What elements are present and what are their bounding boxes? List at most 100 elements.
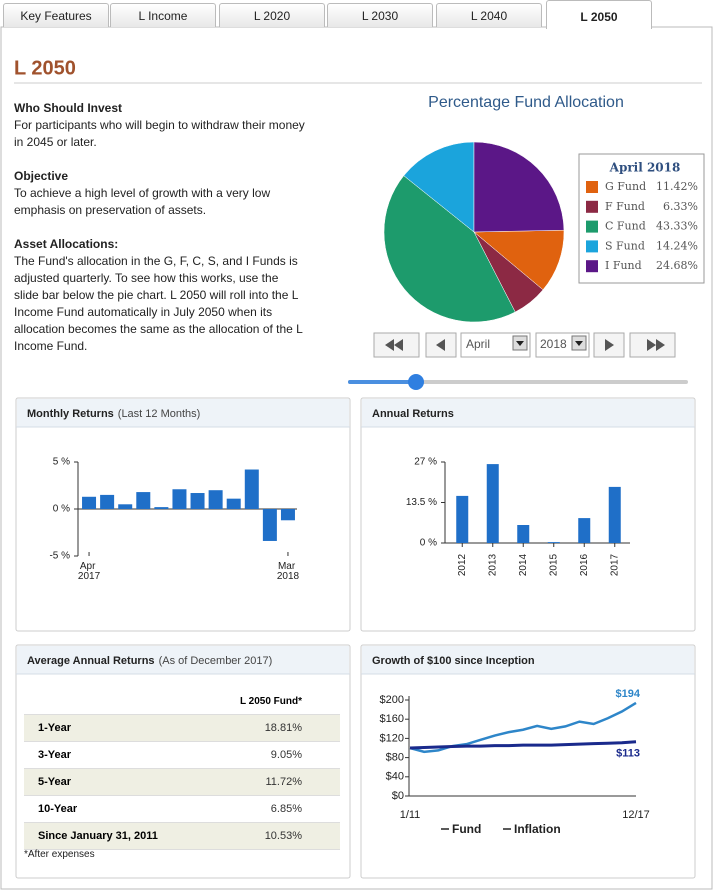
y-tick-label: $80 — [386, 752, 404, 764]
bar — [136, 492, 151, 509]
tab-active[interactable]: L 2050 — [546, 0, 652, 29]
pie-slice — [473, 229, 565, 291]
page-title: L 2050 — [14, 57, 76, 79]
nav-controls[interactable]: April 2018 — [373, 332, 676, 358]
legend-box — [578, 153, 705, 284]
table-cell: 6.85% — [270, 803, 302, 815]
panel — [15, 644, 351, 879]
label-line: Apr — [80, 561, 98, 572]
bar — [244, 469, 259, 509]
table-cell: 10.53% — [204, 822, 340, 850]
legend-swatch — [586, 260, 598, 273]
legend-label: Inflation — [514, 822, 561, 836]
header-cell — [24, 688, 205, 715]
table-cell: 18.81% — [204, 714, 340, 742]
pie-slice — [473, 141, 565, 233]
bar — [608, 486, 621, 543]
bar — [190, 493, 205, 509]
table-row: 5-Year 11.72% — [24, 768, 340, 796]
table-cell: 1-Year — [24, 714, 205, 742]
panel-title-main: Average Annual Returns — [27, 655, 155, 667]
panel-title: Average Annual Returns (As of December 20… — [27, 655, 272, 667]
bar — [208, 490, 223, 509]
bar — [262, 509, 277, 541]
table-row: 10-Year 6.85% — [24, 796, 340, 823]
section-text: The Fund's allocation in the G, F, C, S,… — [14, 254, 303, 353]
legend-label: C Fund — [605, 220, 646, 233]
panel — [360, 397, 696, 632]
panel-header — [17, 646, 349, 674]
y-tick-label: $40 — [386, 771, 404, 783]
legend-value: 6.33% — [663, 200, 698, 213]
section-heading: Objective — [14, 169, 69, 183]
slider-knob[interactable] — [408, 374, 424, 390]
legend-title: April 2018 — [609, 161, 681, 175]
tab[interactable]: Key Features — [3, 3, 109, 27]
panel-subtitle: (As of December 2017) — [159, 655, 273, 667]
section-heading: Who Should Invest — [14, 101, 122, 115]
section-heading: Asset Allocations: — [14, 237, 119, 251]
bar — [100, 494, 115, 509]
panel — [360, 644, 696, 879]
legend-value: 24.68% — [656, 259, 698, 272]
series-line — [409, 740, 637, 750]
table-row: 1-Year 18.81% — [24, 714, 340, 742]
panel-title: Growth of $100 since Inception — [372, 655, 535, 667]
icon — [436, 339, 445, 351]
x-tick-label: Mar 2018 — [277, 561, 300, 582]
panel-subtitle: (Last 12 Months) — [118, 408, 201, 420]
end-label: $113 — [616, 748, 640, 760]
legend-swatch — [586, 240, 598, 253]
panel-header — [17, 399, 349, 427]
table-row: 3-Year 9.05% — [24, 742, 340, 769]
table-cell: 5-Year — [24, 768, 205, 796]
table-cell: Since January 31, 2011 — [24, 822, 205, 850]
table-cell: 3-Year — [38, 749, 72, 761]
icon — [647, 339, 665, 351]
x-tick-label: 2015 — [548, 553, 559, 576]
y-tick-label: -5 % — [49, 551, 70, 562]
tab[interactable]: L 2040 — [436, 3, 542, 27]
table-row: Since January 31, 2011 10.53% — [24, 822, 340, 850]
legend-value: 14.24% — [656, 239, 698, 252]
y-tick-label: $200 — [380, 694, 404, 706]
month-value: April — [466, 337, 490, 351]
pie-slice — [403, 141, 475, 233]
tab[interactable]: L 2020 — [219, 3, 325, 27]
y-tick-label: 0 % — [53, 504, 70, 515]
x-tick-label: 2014 — [518, 553, 529, 576]
panel-title-main: Monthly Returns — [27, 408, 114, 420]
x-tick-label: 2013 — [487, 553, 498, 576]
icon — [385, 339, 403, 351]
bar — [578, 518, 591, 543]
bar — [118, 504, 133, 509]
legend-label: I Fund — [605, 259, 642, 272]
header-row: L 2050 Fund* — [24, 688, 340, 715]
legend-swatch — [586, 220, 598, 233]
legend-value: 11.42% — [656, 180, 698, 193]
label-line: 2018 — [277, 571, 300, 582]
x-tick-label: 1/11 — [400, 809, 421, 821]
panel-header — [362, 399, 694, 427]
tab[interactable]: L 2030 — [327, 3, 433, 27]
panel-title-main: Growth of $100 since Inception — [372, 655, 535, 667]
chart-title: Percentage Fund Allocation — [428, 94, 624, 111]
x-tick-label: 2017 — [609, 553, 620, 576]
end-label: $194 — [616, 688, 641, 700]
section-text: To achieve a high level of growth with a… — [14, 186, 271, 217]
year-value: 2018 — [540, 337, 567, 351]
bar — [226, 498, 241, 509]
x-tick-label: Apr 2017 — [78, 561, 101, 582]
legend-value: 43.33% — [656, 220, 698, 233]
table-cell: 10-Year — [38, 803, 78, 815]
x-tick-label: 2016 — [579, 553, 590, 576]
icon — [516, 341, 524, 346]
header-cell: L 2050 Fund* — [239, 695, 302, 707]
table-cell: 9.05% — [270, 749, 302, 761]
bar — [456, 495, 469, 543]
legend-label: F Fund — [605, 200, 645, 213]
tab[interactable]: L Income — [110, 3, 216, 27]
footnote: *After expenses — [24, 849, 95, 860]
panel-title: Annual Returns — [372, 408, 454, 420]
